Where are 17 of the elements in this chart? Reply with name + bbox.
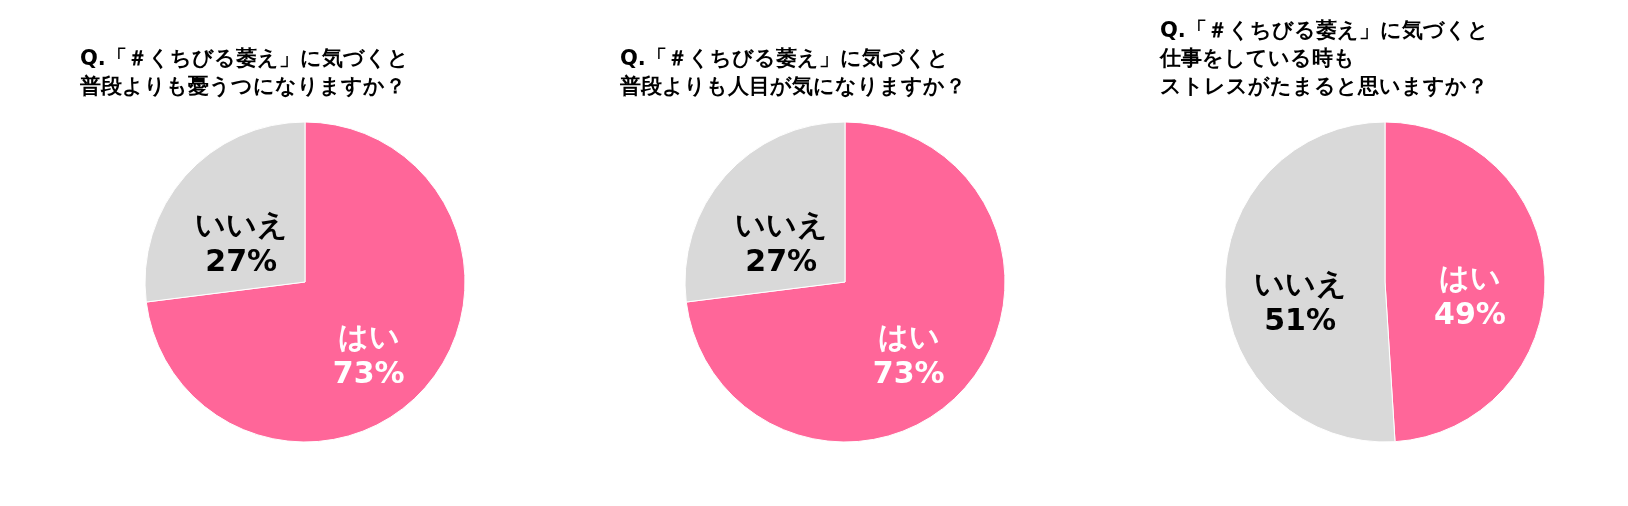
data-label: 49% <box>1434 296 1506 332</box>
slice-label: いいえ <box>1253 265 1347 301</box>
data-label: 27% <box>205 242 278 278</box>
data-label: 51% <box>1264 301 1336 337</box>
data-label: 73% <box>332 355 405 391</box>
data-label: 73% <box>872 355 945 391</box>
pie-slice <box>685 121 1006 443</box>
slice-label: はい <box>337 319 400 355</box>
slice-label: はい <box>877 319 940 355</box>
chart-title: Q.「＃くちびる萎え」に気づくと仕事をしている時もストレスがたまると思いますか？ <box>1159 18 1489 98</box>
data-label: 27% <box>745 242 818 278</box>
pie-slice <box>145 121 466 443</box>
slice-label: はい <box>1438 260 1501 296</box>
slice-label: いいえ <box>194 206 288 242</box>
chart-title: Q.「＃くちびる萎え」に気づくと普段よりも憂うつになりますか？ <box>79 46 409 98</box>
slice-label: いいえ <box>734 206 828 242</box>
chart-title: Q.「＃くちびる萎え」に気づくと普段よりも人目が気になりますか？ <box>619 46 966 98</box>
